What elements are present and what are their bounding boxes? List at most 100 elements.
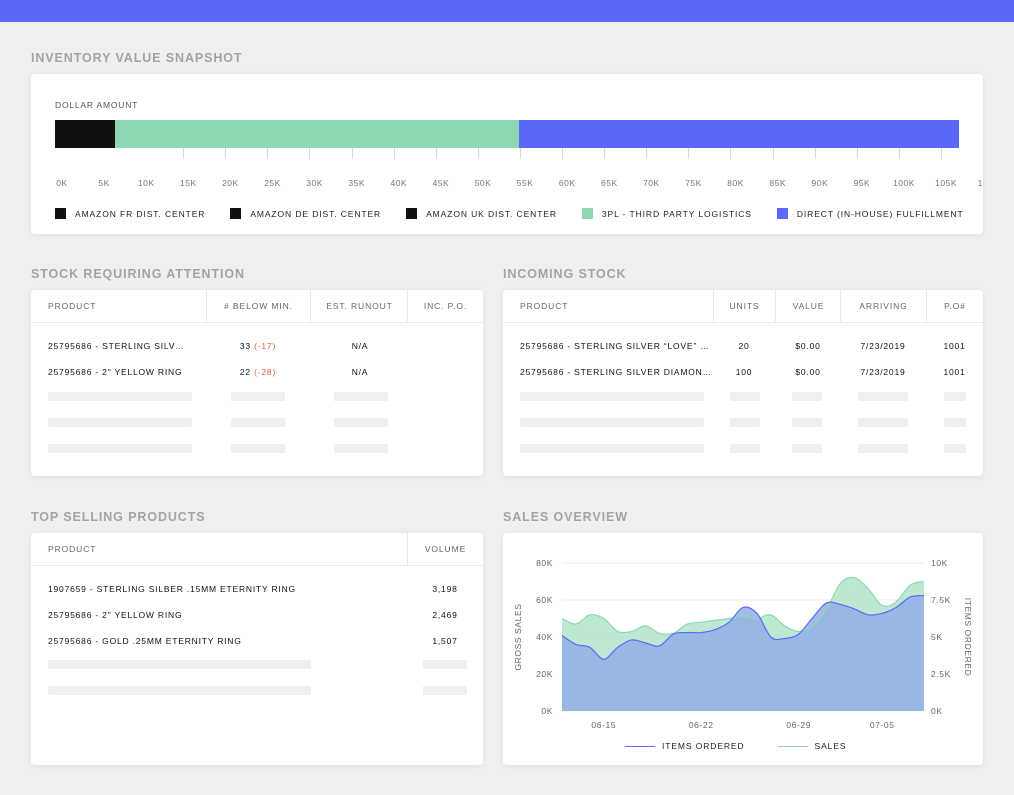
inventory-axis-tick [393, 148, 395, 159]
inventory-tick-label: 90K [811, 178, 829, 188]
placeholder-row [48, 660, 311, 669]
placeholder-row [792, 418, 822, 427]
x-tick-label: 06-22 [689, 720, 714, 730]
attention-header-inc-po[interactable]: INC. P.O. [407, 290, 483, 322]
attention-header-est-runout[interactable]: EST. RUNOUT [310, 290, 408, 322]
y-left-tick-label: 40K [536, 632, 553, 642]
attention-row-product: 25795686 - STERLING SILVER “LOVE” RING [48, 341, 188, 351]
y-left-tick-label: 60K [536, 595, 553, 605]
legend-swatch [55, 208, 66, 219]
incoming-row-product: 25795686 - STERLING SILVER “LOVE” RING [520, 341, 712, 351]
inventory-axis-label: DOLLAR AMOUNT [55, 100, 139, 110]
sales-legend-item[interactable]: ITEMS ORDERED [625, 741, 745, 751]
inventory-bar-segment[interactable] [74, 120, 95, 148]
top-selling-row-product: 1907659 - STERLING SILBER .15MM ETERNITY… [48, 584, 296, 594]
inventory-axis-tick-labels: 0K 5K 10K 15K 20K 25K 30K 35K 40K 45K 50K 55K 60K 65K… [55, 178, 983, 190]
inventory-axis-tick [688, 148, 690, 159]
attention-header-product[interactable]: PRODUCT [48, 301, 97, 311]
legend-label: ITEMS ORDERED [662, 741, 745, 751]
placeholder-row [944, 444, 966, 453]
placeholder-row [520, 444, 704, 453]
items-ordered-area [562, 595, 924, 711]
placeholder-row [423, 686, 467, 695]
legend-swatch [230, 208, 242, 219]
incoming-header-units[interactable]: UNITS [713, 290, 775, 322]
y-left-axis-title: GROSS SALES [513, 603, 523, 670]
inventory-tick-label: 45K [432, 178, 450, 188]
placeholder-row [48, 418, 192, 427]
top-accent-bar [0, 0, 1014, 22]
inventory-bar-segment[interactable] [55, 120, 75, 148]
incoming-row-po: 1001 [943, 341, 966, 351]
inventory-axis-tick [604, 148, 606, 159]
inventory-axis-tick [856, 148, 858, 159]
placeholder-row [231, 392, 285, 401]
inventory-bar-segment[interactable] [115, 120, 520, 148]
incoming-row-units: 100 [735, 367, 753, 377]
inventory-axis-tick [225, 148, 227, 159]
top-selling-header-product[interactable]: PRODUCT [48, 544, 97, 554]
top-selling-card: PRODUCT VOLUME 1907659 - STERLING SILBER… [31, 533, 483, 765]
sales-overview-card: 0K 0K 20K 2.5K 40K 5K 60K 7.5K 80K 10K GROSS SALES… [503, 533, 983, 765]
top-selling-row-product: 25795686 - GOLD .25MM ETERNITY RING [48, 636, 242, 646]
top-selling-row-volume: 1,507 [432, 636, 458, 646]
incoming-header-value[interactable]: VALUE [775, 290, 841, 322]
y-right-tick-label: 10K [931, 558, 948, 568]
inventory-tick-label: 25K [264, 178, 281, 188]
y-left-tick-label: 0K [541, 706, 553, 716]
inventory-tick-label: 55K [516, 178, 534, 188]
incoming-card: PRODUCT UNITS VALUE ARRIVING P.O# 257956… [503, 290, 983, 476]
placeholder-row [944, 392, 966, 401]
inventory-axis-ticks [55, 148, 959, 160]
incoming-row-value: $0.00 [795, 367, 821, 377]
inventory-axis-tick [772, 148, 774, 159]
inventory-legend-item[interactable]: AMAZON DE DIST. CENTER [230, 208, 381, 219]
placeholder-row [48, 392, 192, 401]
inventory-legend-item[interactable]: 3PL - THIRD PARTY LOGISTICS [581, 208, 752, 219]
placeholder-row [730, 444, 760, 453]
inventory-section-title: INVENTORY VALUE SNAPSHOT [31, 51, 243, 65]
legend-label: 3PL - THIRD PARTY LOGISTICS [601, 208, 752, 219]
placeholder-row [334, 392, 388, 401]
attention-row-product: 25795686 - 2" YELLOW RING [48, 367, 183, 377]
below-min-delta: (-28) [254, 367, 277, 377]
incoming-header-po[interactable]: P.O# [926, 290, 983, 322]
items-ordered-line [561, 594, 925, 660]
legend-label: SALES [814, 741, 847, 751]
inventory-legend-item[interactable]: AMAZON UK DIST. CENTER [406, 208, 557, 219]
inventory-legend-item[interactable]: DIRECT (IN-HOUSE) FULFILLMENT [776, 208, 964, 219]
sales-overview-chart: 0K 0K 20K 2.5K 40K 5K 60K 7.5K 80K 10K GROSS SALES… [513, 558, 973, 730]
y-left-tick-label: 20K [536, 669, 553, 679]
incoming-row-value: $0.00 [795, 341, 821, 351]
inventory-axis-tick [814, 148, 816, 159]
inventory-bar-segment[interactable] [519, 120, 959, 148]
inventory-axis-tick [940, 148, 942, 159]
placeholder-row [792, 392, 822, 401]
placeholder-row [858, 444, 908, 453]
inventory-legend-item[interactable]: AMAZON FR DIST. CENTER [55, 208, 205, 219]
inventory-tick-label: 15K [179, 178, 197, 188]
inventory-tick-label: 60K [558, 178, 576, 188]
legend-label: AMAZON FR DIST. CENTER [75, 208, 206, 219]
top-selling-row-volume: 2,469 [432, 610, 458, 620]
placeholder-row [334, 444, 388, 453]
y-right-axis-title: ITEMS ORDERED [963, 598, 973, 677]
inventory-axis-tick [898, 148, 900, 159]
sales-legend-item[interactable]: SALES [777, 741, 847, 751]
inventory-tick-label: 50K [474, 178, 492, 188]
legend-label: DIRECT (IN-HOUSE) FULFILLMENT [796, 208, 964, 219]
inventory-bar-segment[interactable] [94, 120, 116, 148]
inventory-tick-label: 0K [56, 178, 68, 188]
attention-card: PRODUCT # BELOW MIN. EST. RUNOUT INC. P.… [31, 290, 483, 476]
legend-swatch [406, 208, 418, 219]
placeholder-row [730, 418, 760, 427]
inventory-tick-label: 100K [893, 178, 915, 188]
attention-header-below-min[interactable]: # BELOW MIN. [206, 290, 310, 322]
incoming-header-product[interactable]: PRODUCT [520, 301, 569, 311]
attention-row-runout: N/A [351, 367, 369, 377]
top-selling-header-volume[interactable]: VOLUME [407, 533, 483, 565]
y-right-tick-label: 7.5K [931, 595, 951, 605]
incoming-header-arriving[interactable]: ARRIVING [840, 290, 926, 322]
inventory-card: DOLLAR AMOUNT 0K 5K 10K 15K 20K 25K 30K 35K 40K 4… [31, 74, 983, 234]
inventory-axis-tick [267, 148, 269, 159]
